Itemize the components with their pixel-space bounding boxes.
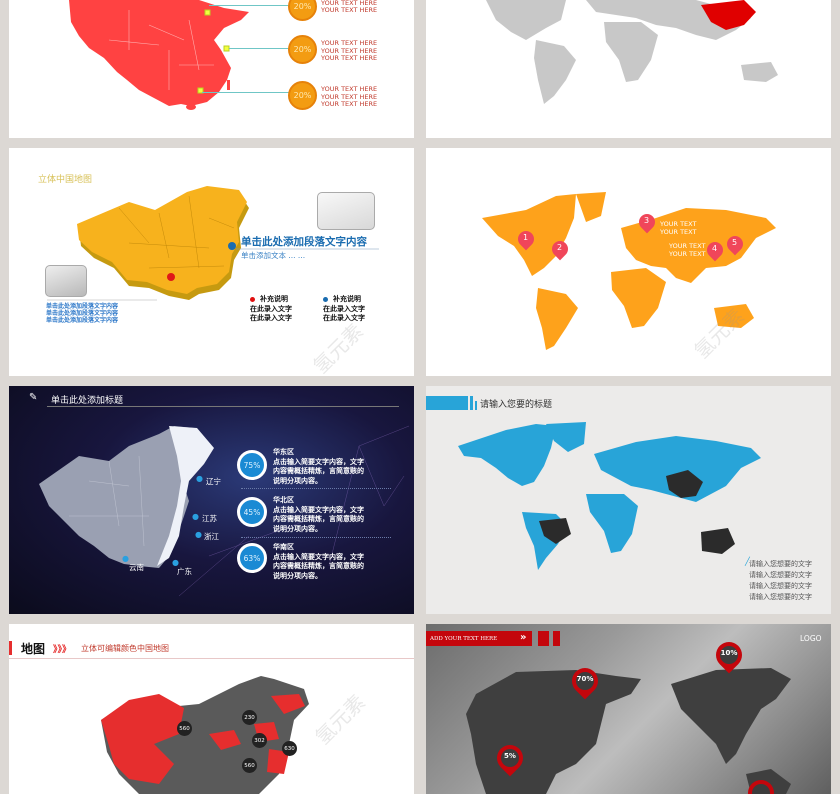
bar-block	[553, 631, 560, 646]
region-block: 华东区 点击输入简要文字内容，文字 内容需概括精炼，言简意赅的 说明分项内容。	[273, 448, 364, 485]
slide-world-dark[interactable]: ADD YOUR TEXT HERE » LOGO 70% 10% 5%	[426, 624, 831, 794]
slide-title: 立体中国地图	[38, 175, 93, 185]
slide-world-gray[interactable]	[426, 0, 831, 138]
title-underline	[47, 406, 399, 407]
header-underline	[9, 658, 414, 659]
partial-label: YO	[571, 245, 580, 252]
pin-label-zhejiang: 浙江	[204, 532, 219, 541]
slide-world-blue[interactable]: 请输入您要的标题 ╱ 请输入您想要的文字 请输入您想要的文字 请输入您想要的文字 请输…	[426, 386, 831, 614]
divider	[241, 537, 391, 538]
pin-number: 3	[644, 216, 650, 225]
logo-text: LOGO	[800, 634, 822, 643]
double-chevron-icon: »	[520, 632, 527, 643]
percent-circle: 20%	[288, 0, 317, 21]
title-accent-bar	[426, 396, 468, 410]
building-thumbnail-image	[45, 265, 87, 297]
slide-heading[interactable]: 地图	[21, 642, 46, 656]
region-block: 华北区 点击输入简要文字内容，文字 内容需概括精炼，言简意赅的 说明分项内容。	[273, 496, 364, 533]
chart-thumbnail-image	[317, 192, 375, 230]
world-map-dark	[466, 668, 791, 794]
pin-percent: 10%	[720, 649, 738, 657]
value-bubble: 560	[177, 721, 192, 736]
china-map-red	[69, 0, 249, 110]
pin-label-yunnan: 云南	[129, 563, 144, 572]
location-pin-icon: ●	[196, 474, 203, 483]
slide-subtitle: 立体可编辑颜色中国地图	[81, 644, 169, 653]
pin-label-jiangsu: 江苏	[202, 514, 217, 523]
pin-number: 5	[732, 238, 738, 247]
region-block: 华南区 点击输入简要文字内容，文字 内容需概括精炼，言简意赅的 说明分项内容。	[273, 543, 364, 580]
pin-percent: 70%	[576, 675, 594, 683]
connector-line	[229, 48, 297, 49]
percent-ring: 63%	[237, 543, 267, 573]
location-pin-icon: ●	[192, 512, 199, 521]
china-map-3d-red-gray	[101, 676, 309, 794]
percent-circle: 20%	[288, 35, 317, 64]
text-lines[interactable]: 请输入您想要的文字 请输入您想要的文字 请输入您想要的文字 请输入您想要的文字	[749, 560, 812, 601]
value-bubble: 630	[282, 741, 297, 756]
location-pin-icon: ●	[195, 530, 202, 539]
location-pin-icon: ●	[122, 554, 129, 563]
value-bubble: 230	[242, 710, 257, 725]
percent-ring: 45%	[237, 497, 267, 527]
pin-number: 4	[712, 244, 718, 253]
divider	[241, 488, 391, 489]
pin-label: YOUR TEXT YOUR TEXT	[669, 242, 706, 258]
title-accent-stripe	[475, 401, 477, 410]
title-bar[interactable]: ADD YOUR TEXT HERE	[426, 631, 532, 646]
world-map-orange	[482, 192, 776, 350]
world-map-gray	[486, 0, 778, 104]
left-paragraph-lines[interactable]: 单击此处添加段落文字内容 单击此处添加段落文字内容 单击此处添加段落文字内容	[46, 303, 119, 325]
pin-number: 1	[523, 233, 529, 242]
network-lines	[39, 425, 410, 597]
chevron-arrows-icon: 》》》	[53, 645, 72, 655]
pin-percent: 5%	[504, 752, 516, 760]
bar-block	[538, 631, 549, 646]
slide-china-starfield[interactable]: ✎ 单击此处添加标题 辽宁 江苏 浙江 云南 广东 ● ● ● ● ● 75% …	[9, 386, 414, 614]
slide-title[interactable]: 单击此处添加标题	[51, 396, 124, 406]
paragraph-heading[interactable]: 单击此处添加段落文字内容	[241, 236, 367, 248]
slide-title[interactable]: 请输入您要的标题	[480, 400, 553, 410]
pin-label-guangdong: 广东	[177, 567, 192, 576]
legend-blue: 补充说明 在此录入文字 在此录入文字	[323, 295, 365, 322]
pin-label-liaoning: 辽宁	[206, 477, 221, 486]
pin-number: 2	[557, 243, 563, 252]
pin-label: YOUR TEXT YOUR TEXT	[660, 220, 697, 236]
title-accent-stripe	[470, 396, 473, 410]
legend-red: 补充说明 在此录入文字 在此录入文字	[250, 295, 292, 322]
pencil-icon: ╱	[745, 557, 750, 566]
red-dot-icon	[250, 296, 255, 302]
china-map-3d-orange	[47, 186, 379, 301]
world-map-blue	[458, 422, 761, 570]
percent-circle: 20%	[288, 81, 317, 110]
title-accent-bar	[9, 641, 12, 655]
location-pin-icon: ●	[172, 558, 179, 567]
connector-line	[209, 5, 297, 6]
pencil-icon: ✎	[29, 392, 38, 403]
paragraph-subtext[interactable]: 单击添加文本 ... ...	[241, 251, 306, 260]
percent-ring: 75%	[237, 450, 267, 480]
connector-line	[202, 92, 297, 93]
slide-world-orange[interactable]: 氢元素 1 2 YO 3 YOUR TEXT YOUR TEXT 4 YOUR T…	[426, 148, 831, 376]
value-bubble: 560	[242, 758, 257, 773]
value-bubble: 302	[252, 733, 267, 748]
slide-3d-china-map[interactable]: 立体中国地图 单击此处添加段落文字内容 单击添加文本 ... ... 单击此处添…	[9, 148, 414, 376]
slide-china-red-gray[interactable]: 地图 》》》 立体可编辑颜色中国地图 560 230 302 630 560 氢…	[9, 624, 414, 794]
blue-dot-icon	[323, 296, 328, 302]
